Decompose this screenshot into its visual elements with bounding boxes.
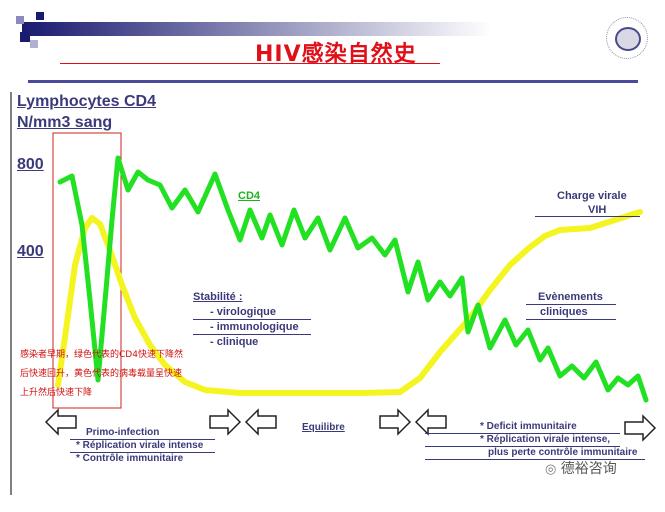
- y-axis-label-line2: N/mm3 sang: [17, 114, 113, 131]
- arrow-right-2: [379, 408, 412, 436]
- header-square: [20, 32, 30, 42]
- y-axis-label-line1: Lymphocytes CD4: [17, 93, 156, 110]
- primo-rule: [70, 439, 215, 440]
- cd4-label: CD4: [238, 190, 261, 202]
- stabilite-label: Stabilité :: [193, 291, 243, 303]
- stabilite-rule: [193, 319, 311, 320]
- controle-immunitaire-label: * Contrôle immunitaire: [76, 453, 184, 464]
- header-divider: [28, 80, 638, 83]
- deficit-immunitaire-label: * Deficit immunitaire: [480, 421, 577, 432]
- watermark: ◎ 德裕咨询: [545, 458, 617, 478]
- arrow-right-1: [209, 408, 242, 436]
- wechat-icon: ◎: [545, 462, 557, 477]
- replication-intense-2-label: * Réplication virale intense,: [480, 434, 611, 445]
- stabilite-rule: [193, 334, 311, 335]
- deficit-rule: [425, 446, 620, 447]
- stabilite-virologique: - virologique: [210, 306, 276, 318]
- stabilite-immunologique: - immunologique: [210, 321, 299, 333]
- annotation-line3: 上升然后快速下降: [20, 388, 93, 398]
- stabilite-clinique: - clinique: [210, 336, 259, 348]
- arrow-left-1: [44, 408, 77, 436]
- tick-400: 400: [17, 243, 44, 260]
- header-gradient-bar: [22, 22, 492, 36]
- viral-load-curve: [55, 209, 643, 396]
- annotation-line2: 后快速回升，黄色代表的病毒载量呈快速: [20, 369, 183, 379]
- primo-infection-label: Primo-infection: [86, 427, 160, 438]
- evenements-label: Evènements: [538, 291, 603, 303]
- arrows: [44, 408, 657, 442]
- header-square: [36, 12, 44, 20]
- tick-800: 800: [17, 156, 44, 173]
- charge-virale-rule: [535, 216, 640, 217]
- watermark-text: 德裕咨询: [560, 461, 617, 477]
- annotation-box: [52, 132, 122, 409]
- evenements-rule: [526, 319, 616, 320]
- slide-title: HIV感染自然史: [255, 42, 417, 67]
- cd4-curve: [57, 155, 649, 403]
- arrow-right-3: [624, 414, 657, 442]
- title-underline: [60, 63, 440, 64]
- arrow-left-2: [244, 408, 277, 436]
- charge-virale-vih-label: VIH: [588, 204, 607, 216]
- charge-virale-label: Charge virale: [557, 190, 627, 202]
- annotation-line1: 感染者早期，绿色代表的CD4快速下降然: [20, 350, 183, 360]
- perte-controle-label: plus perte contrôle immunitaire: [488, 447, 638, 458]
- header-square: [30, 40, 38, 48]
- replication-intense-label: * Réplication virale intense: [76, 440, 204, 451]
- cdc-logo: [606, 17, 648, 59]
- deficit-rule: [425, 459, 645, 460]
- equilibre-label: Equilibre: [302, 422, 345, 433]
- primo-rule: [70, 452, 215, 453]
- cliniques-label: cliniques: [540, 306, 588, 318]
- header-square: [16, 16, 24, 24]
- arrow-left-3: [414, 408, 447, 436]
- deficit-rule: [425, 433, 620, 434]
- evenements-rule: [526, 304, 616, 305]
